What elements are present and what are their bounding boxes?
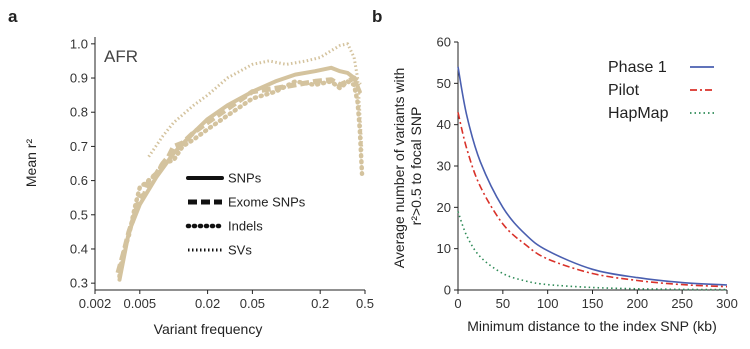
panel-b-x-tick-label: 250 — [671, 296, 693, 311]
panel-a-legend-label: SVs — [228, 243, 252, 258]
panel-a-series-exome-snps — [115, 75, 362, 274]
panel-b-x-tick-label: 300 — [716, 296, 738, 311]
panel-b-legend-label: Pilot — [608, 82, 640, 99]
panel-b-y-tick-label: 20 — [437, 200, 451, 215]
panel-b-y-tick-label: 40 — [437, 117, 451, 132]
panel-b-legend-label: Phase 1 — [608, 59, 667, 76]
panel-a-y-title: Mean r² — [23, 139, 39, 188]
panel-b-y-tick-label: 50 — [437, 76, 451, 91]
panel-b-y-tick-label: 10 — [437, 241, 451, 256]
panel-a-legend-label: Indels — [228, 219, 263, 234]
panel-a-y-tick-label: 0.7 — [70, 139, 88, 154]
panel-b-y-title-line1: Average number of variants with — [391, 68, 407, 269]
panel-a-x-tick-label: 0.05 — [240, 296, 265, 311]
panel-b-x-tick-label: 0 — [454, 296, 461, 311]
panel-a-x-tick-label: 0.02 — [195, 296, 220, 311]
panel-a-x-tick-label: 0.005 — [124, 296, 157, 311]
panel-a-y-tick-label: 1.0 — [70, 36, 88, 51]
panel-b-legend-label: HapMap — [608, 105, 669, 122]
panel-b-label: b — [372, 7, 382, 26]
panel-b-series-hapmap — [457, 211, 728, 291]
panel-b-x-tick-label: 100 — [537, 296, 559, 311]
panel-a-inset-label: AFR — [104, 47, 138, 66]
panel-a-x-tick-label: 0.002 — [79, 296, 112, 311]
panel-a-y-tick-label: 0.5 — [70, 207, 88, 222]
panel-a-x-tick-label: 0.5 — [356, 296, 374, 311]
panel-b-y-title-line2: r²>0.5 to focal SNP — [408, 107, 424, 226]
panel-a-legend-label: Exome SNPs — [228, 195, 306, 210]
panel-a-label: a — [8, 7, 18, 26]
panel-b-y-title: Average number of variants with r²>0.5 t… — [391, 64, 424, 268]
panel-a-series-indels — [117, 79, 365, 279]
panel-b-y-tick-label: 30 — [437, 159, 451, 174]
panel-b-x-title: Minimum distance to the index SNP (kb) — [467, 318, 717, 334]
panel-b-x-tick-label: 50 — [496, 296, 510, 311]
panel-b-series-phase-1 — [457, 66, 728, 286]
panel-a-y-tick-label: 0.9 — [70, 71, 88, 86]
panel-a-y-tick-label: 0.3 — [70, 276, 88, 291]
panel-a-y-tick-label: 0.8 — [70, 105, 88, 120]
panel-b-x-tick-label: 200 — [626, 296, 648, 311]
panel-b: b Minimum distance to the index SNP (kb)… — [372, 7, 738, 334]
panel-a-legend-label: SNPs — [228, 171, 262, 186]
panel-b-y-tick-label: 60 — [437, 35, 451, 50]
panel-a-y-tick-label: 0.6 — [70, 173, 88, 188]
panel-a-x-tick-label: 0.2 — [311, 296, 329, 311]
panel-a: a AFR Variant frequency Mean r² 0.002 0.0… — [8, 7, 374, 337]
panel-a-y-tick-label: 0.4 — [70, 241, 88, 256]
panel-b-x-tick-label: 150 — [582, 296, 604, 311]
panel-a-series-svs — [147, 42, 364, 158]
panel-a-x-title: Variant frequency — [154, 321, 263, 337]
panel-b-y-tick-label: 0 — [444, 283, 451, 298]
